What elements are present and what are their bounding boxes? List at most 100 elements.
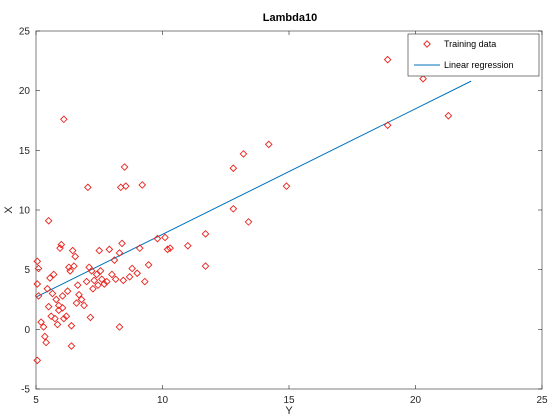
- training-data-point: [72, 299, 81, 307]
- training-data-point: [37, 318, 45, 327]
- training-data-point: [89, 284, 97, 293]
- training-data-point: [103, 277, 111, 286]
- legend-label-training: Training data: [444, 39, 496, 49]
- training-data-point: [75, 290, 83, 299]
- training-data-point: [58, 304, 67, 312]
- training-data-point: [54, 301, 63, 310]
- axis-tick-labels: 5 10 15 20 25 -5 0 5 10 15 20 25: [19, 27, 548, 407]
- training-data-point: [118, 239, 126, 248]
- training-data-point: [66, 267, 74, 275]
- y-tick-label: 0: [24, 325, 30, 336]
- training-data-point: [42, 338, 50, 347]
- legend: Training data Linear regression: [407, 33, 540, 77]
- training-data-point: [73, 281, 82, 290]
- training-data-point: [46, 274, 54, 282]
- y-tick-label: 25: [19, 27, 31, 38]
- y-tick-label: 20: [19, 86, 31, 97]
- training-data-point: [144, 261, 153, 269]
- training-data-point: [87, 267, 96, 275]
- training-data-point: [111, 275, 120, 284]
- training-data-point: [229, 204, 238, 213]
- training-data-point: [96, 267, 105, 275]
- training-data-point: [86, 313, 95, 322]
- training-data-point: [47, 312, 56, 321]
- training-data-point: [92, 270, 101, 279]
- training-data-point: [115, 249, 124, 257]
- training-data-point: [57, 240, 66, 249]
- x-tick-label: 5: [33, 395, 39, 406]
- training-data-point: [62, 312, 71, 321]
- training-data-point: [63, 287, 72, 295]
- training-data-point: [58, 292, 67, 300]
- training-data-point: [34, 264, 43, 273]
- training-data-point: [44, 302, 53, 311]
- training-data-point: [183, 241, 192, 250]
- training-data-point: [119, 276, 128, 285]
- regression-line-layer: [35, 80, 472, 298]
- training-data-point: [239, 150, 248, 158]
- training-data-point: [264, 140, 273, 149]
- x-tick-label: 25: [536, 395, 548, 406]
- training-data-point: [49, 270, 58, 279]
- training-data-point: [33, 257, 42, 266]
- axis-ticks: [35, 30, 543, 390]
- training-data-point: [33, 280, 42, 288]
- training-data-point: [70, 262, 78, 270]
- training-data-point: [282, 182, 291, 190]
- y-tick-label: 10: [19, 206, 31, 217]
- training-data-point: [125, 272, 134, 281]
- x-tick-label: 20: [410, 395, 422, 406]
- training-data-point: [105, 245, 114, 254]
- training-data-point: [34, 292, 43, 300]
- training-data-point: [39, 323, 48, 331]
- plot-area: [35, 30, 543, 390]
- training-data-point: [108, 270, 116, 279]
- training-data-point: [67, 321, 76, 330]
- x-axis-title: Y: [285, 405, 293, 417]
- training-data-point: [82, 277, 91, 286]
- training-data-point: [77, 295, 86, 304]
- training-data-point: [52, 295, 61, 304]
- training-data-point: [33, 356, 42, 365]
- training-data-point: [59, 314, 68, 323]
- x-tick-label: 10: [157, 395, 169, 406]
- training-data-point: [80, 301, 88, 310]
- training-data-point: [110, 256, 119, 264]
- training-data-point: [161, 233, 169, 242]
- training-data-point: [94, 281, 102, 290]
- training-data-point: [44, 216, 53, 225]
- training-data-point: [201, 262, 210, 270]
- chart-title: Lambda10: [263, 12, 317, 24]
- training-data-point: [115, 323, 124, 331]
- training-data-point: [71, 252, 80, 261]
- training-data-point: [128, 264, 136, 273]
- legend-diamond-icon: [423, 40, 431, 48]
- training-data-point: [133, 269, 142, 278]
- training-data-point: [138, 181, 147, 189]
- training-data-point: [97, 275, 106, 284]
- training-data-point: [84, 183, 92, 192]
- training-data-point: [383, 121, 392, 130]
- training-data-point: [419, 74, 427, 83]
- training-data-point: [444, 111, 453, 120]
- training-data-point: [51, 314, 59, 323]
- training-data-point: [166, 244, 174, 253]
- training-data-point: [100, 280, 109, 288]
- y-tick-label: -5: [21, 385, 30, 396]
- x-tick-label: 15: [283, 395, 295, 406]
- legend-box: [407, 33, 540, 77]
- training-data-point: [43, 284, 52, 293]
- y-tick-label: 15: [19, 146, 31, 157]
- training-data-point: [90, 276, 99, 285]
- training-data-point: [201, 230, 210, 238]
- training-data-point: [163, 245, 172, 254]
- training-data-point: [41, 332, 49, 341]
- training-data-point: [67, 342, 76, 350]
- training-data-points: [33, 37, 475, 365]
- training-data-point: [59, 115, 68, 124]
- training-data-point: [53, 320, 62, 329]
- training-data-point: [244, 218, 253, 226]
- training-data-point: [120, 163, 129, 171]
- training-data-point: [48, 289, 57, 298]
